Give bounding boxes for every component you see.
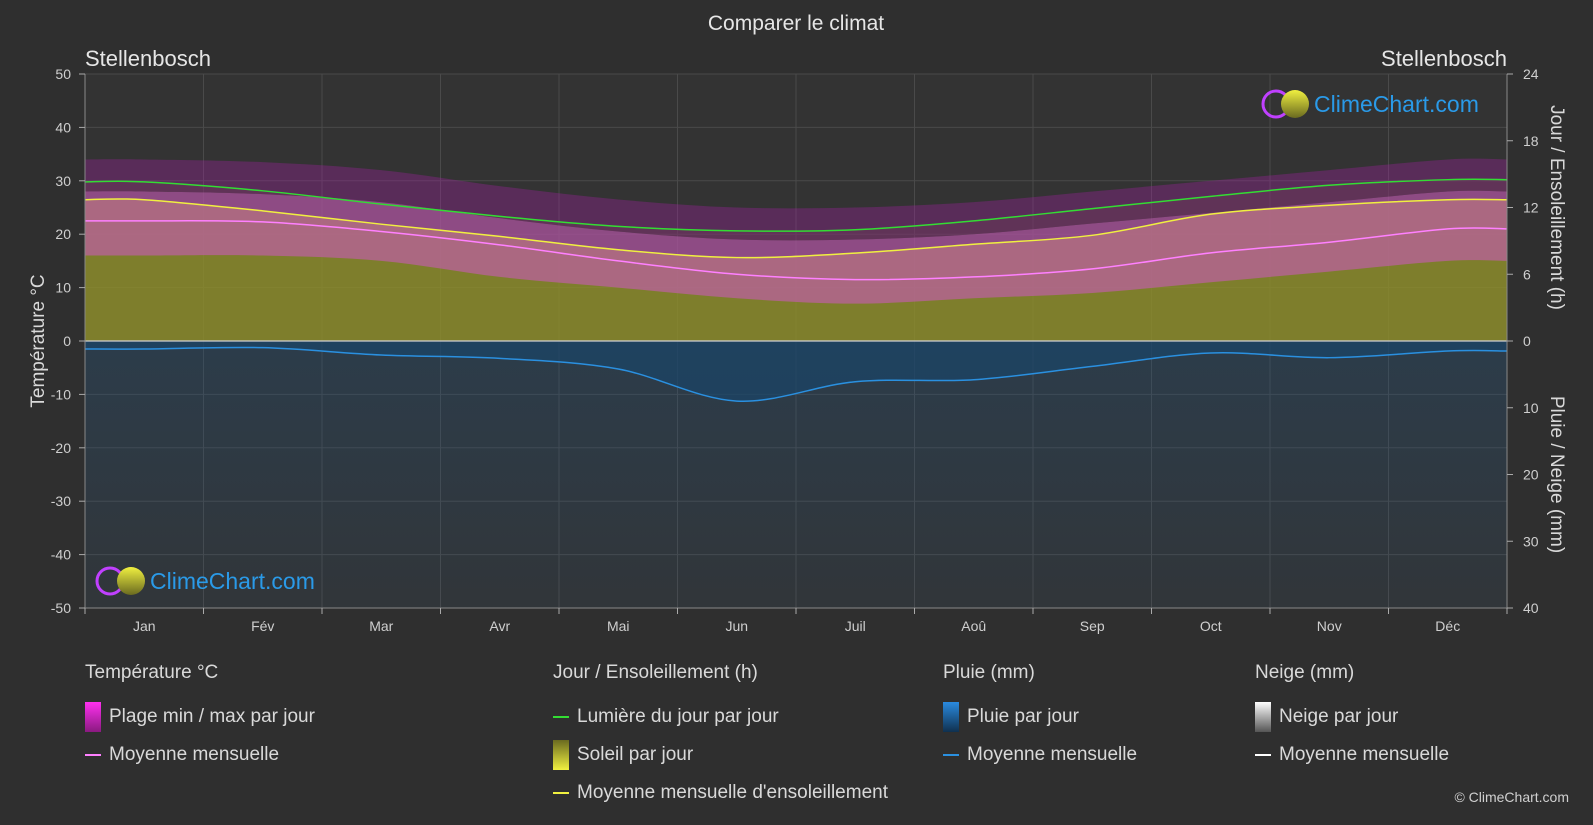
month-label: Nov	[1317, 618, 1342, 634]
legend-temp-range: Plage min / max par jour	[85, 698, 315, 736]
right-bottom-tick-label: 20	[1523, 467, 1539, 483]
logo-sun-icon	[117, 567, 145, 595]
legend-sun-title: Jour / Ensoleillement (h)	[553, 662, 758, 683]
month-label: Fév	[251, 618, 274, 634]
logo-text-top: ClimeChart.com	[1314, 91, 1479, 117]
sunshine-mean-line	[85, 198, 1507, 259]
legend-sun: Jour / Ensoleillement (h) Lumière du jou…	[553, 662, 888, 812]
right-bottom-tick-label: 30	[1523, 533, 1539, 549]
legend-snow: Neige (mm) Neige par jour Moyenne mensue…	[1255, 662, 1449, 774]
month-label: Jun	[725, 618, 748, 634]
legend-temp-mean-label: Moyenne mensuelle	[109, 744, 280, 765]
temp-range-extreme	[85, 158, 1507, 241]
right-top-tick-label: 0	[1523, 333, 1531, 349]
data-series	[85, 158, 1507, 608]
legend-rain-mean-label: Moyenne mensuelle	[967, 744, 1138, 765]
legend-temp-range-label: Plage min / max par jour	[109, 706, 315, 727]
legend-rain-daily: Pluie par jour	[943, 698, 1137, 736]
legend-sunshine: Soleil par jour	[553, 736, 888, 774]
logo-bottom: ClimeChart.com	[95, 566, 315, 596]
rain-mean-line	[85, 346, 1507, 402]
axes: 50 40 30 20 10 0 -10 -20 -30 -40 -50 24 18 12 6 0 10 20 30…	[28, 66, 1567, 634]
left-tick-label: 20	[55, 226, 71, 242]
legend-daylight: Lumière du jour par jour	[553, 698, 888, 736]
sunshine-mean-swatch	[553, 792, 569, 794]
chart-title: Comparer le climat	[708, 12, 884, 35]
legend-snow-mean: Moyenne mensuelle	[1255, 736, 1449, 774]
legend-rain-title: Pluie (mm)	[943, 662, 1035, 683]
legend-snow-title: Neige (mm)	[1255, 662, 1355, 683]
month-label: Juil	[845, 618, 866, 634]
temp-range-swatch	[85, 702, 101, 732]
month-label: Aoû	[961, 618, 986, 634]
left-tick-label: 0	[63, 333, 71, 349]
legend-daylight-label: Lumière du jour par jour	[577, 706, 779, 727]
rain-swatch	[943, 702, 959, 732]
left-tick-label: 30	[55, 173, 71, 189]
month-label: Jan	[133, 618, 156, 634]
sunshine-swatch	[553, 740, 569, 770]
right-top-tick-label: 6	[1523, 266, 1531, 282]
month-label: Avr	[489, 618, 510, 634]
rain-background-area	[85, 341, 1507, 608]
right-bottom-tick-label: 40	[1523, 600, 1539, 616]
month-label: Oct	[1200, 618, 1222, 634]
legend-temperature: Température °C Plage min / max par jour …	[85, 662, 315, 774]
snow-swatch	[1255, 702, 1271, 732]
month-label: Déc	[1435, 618, 1460, 634]
legend-snow-daily: Neige par jour	[1255, 698, 1449, 736]
month-label: Mai	[607, 618, 630, 634]
left-tick-label: -50	[51, 600, 71, 616]
legend-sunshine-mean: Moyenne mensuelle d'ensoleillement	[553, 774, 888, 812]
legend-rain-daily-label: Pluie par jour	[967, 706, 1079, 727]
legend-temperature-title: Température °C	[85, 662, 219, 683]
left-tick-label: 50	[55, 66, 71, 82]
left-tick-label: -30	[51, 493, 71, 509]
legend-snow-mean-label: Moyenne mensuelle	[1279, 744, 1450, 765]
legend-rain-mean: Moyenne mensuelle	[943, 736, 1137, 774]
left-axis-title: Température °C	[28, 274, 49, 407]
month-label: Sep	[1080, 618, 1105, 634]
daylight-line	[85, 178, 1507, 232]
daylight-swatch	[553, 716, 569, 718]
right-axis-title-bottom: Pluie / Neige (mm)	[1546, 396, 1567, 553]
temp-mean-line	[85, 220, 1507, 281]
temp-mean-swatch	[85, 754, 101, 756]
left-tick-label: -40	[51, 547, 71, 563]
rain-mean-swatch	[943, 754, 959, 756]
logo-sun-icon	[1281, 90, 1309, 118]
right-bottom-tick-label: 10	[1523, 400, 1539, 416]
legend-rain: Pluie (mm) Pluie par jour Moyenne mensue…	[943, 662, 1137, 774]
left-tick-label: -20	[51, 440, 71, 456]
logo-text-bottom: ClimeChart.com	[150, 568, 315, 594]
snow-mean-swatch	[1255, 754, 1271, 756]
legend-temp-mean: Moyenne mensuelle	[85, 736, 315, 774]
legend-snow-daily-label: Neige par jour	[1279, 706, 1399, 727]
logo-top: ClimeChart.com	[1261, 89, 1479, 119]
right-top-tick-label: 12	[1523, 200, 1539, 216]
left-tick-label: 10	[55, 280, 71, 296]
location-left: Stellenbosch	[85, 46, 211, 71]
location-right: Stellenbosch	[1381, 46, 1507, 71]
temp-range-band	[85, 190, 1507, 304]
left-tick-label: -10	[51, 386, 71, 402]
legend-sunshine-mean-label: Moyenne mensuelle d'ensoleillement	[577, 782, 888, 803]
right-top-tick-label: 24	[1523, 66, 1539, 82]
left-tick-label: 40	[55, 119, 71, 135]
right-axis-title-top: Jour / Ensoleillement (h)	[1546, 105, 1567, 310]
copyright: © ClimeChart.com	[1454, 789, 1569, 805]
legend-sunshine-label: Soleil par jour	[577, 744, 694, 765]
right-top-tick-label: 18	[1523, 133, 1539, 149]
month-label: Mar	[369, 618, 393, 634]
